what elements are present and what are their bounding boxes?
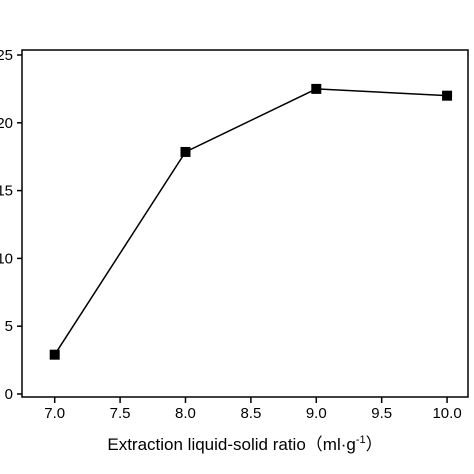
marker xyxy=(311,83,322,94)
y-tick-label: 10 xyxy=(0,250,13,267)
y-tick-label: 20 xyxy=(0,115,13,132)
y-tick-label: 25 xyxy=(0,47,13,64)
y-tick-label: 5 xyxy=(5,318,13,335)
x-axis-label-main: Extraction liquid-solid ratio（ml·g xyxy=(107,435,355,454)
marker xyxy=(442,90,453,101)
marker xyxy=(180,146,191,157)
marker xyxy=(49,349,60,360)
x-tick-label: 7.5 xyxy=(110,405,131,422)
x-axis-label: Extraction liquid-solid ratio（ml·g-1） xyxy=(107,434,382,454)
y-tick-label: 0 xyxy=(5,386,13,403)
x-tick-label: 8.0 xyxy=(175,405,196,422)
y-tick-label: 15 xyxy=(0,183,13,200)
x-axis-label-end: ） xyxy=(366,435,383,454)
plot-frame xyxy=(21,49,469,398)
line xyxy=(54,88,448,356)
x-tick-label: 7.0 xyxy=(44,405,65,422)
x-axis-label-sup: -1 xyxy=(356,434,366,446)
x-tick-label: 8.5 xyxy=(240,405,261,422)
x-tick-label: 9.5 xyxy=(371,405,392,422)
x-tick-label: 10.0 xyxy=(432,405,461,422)
x-tick-label: 9.0 xyxy=(306,405,327,422)
